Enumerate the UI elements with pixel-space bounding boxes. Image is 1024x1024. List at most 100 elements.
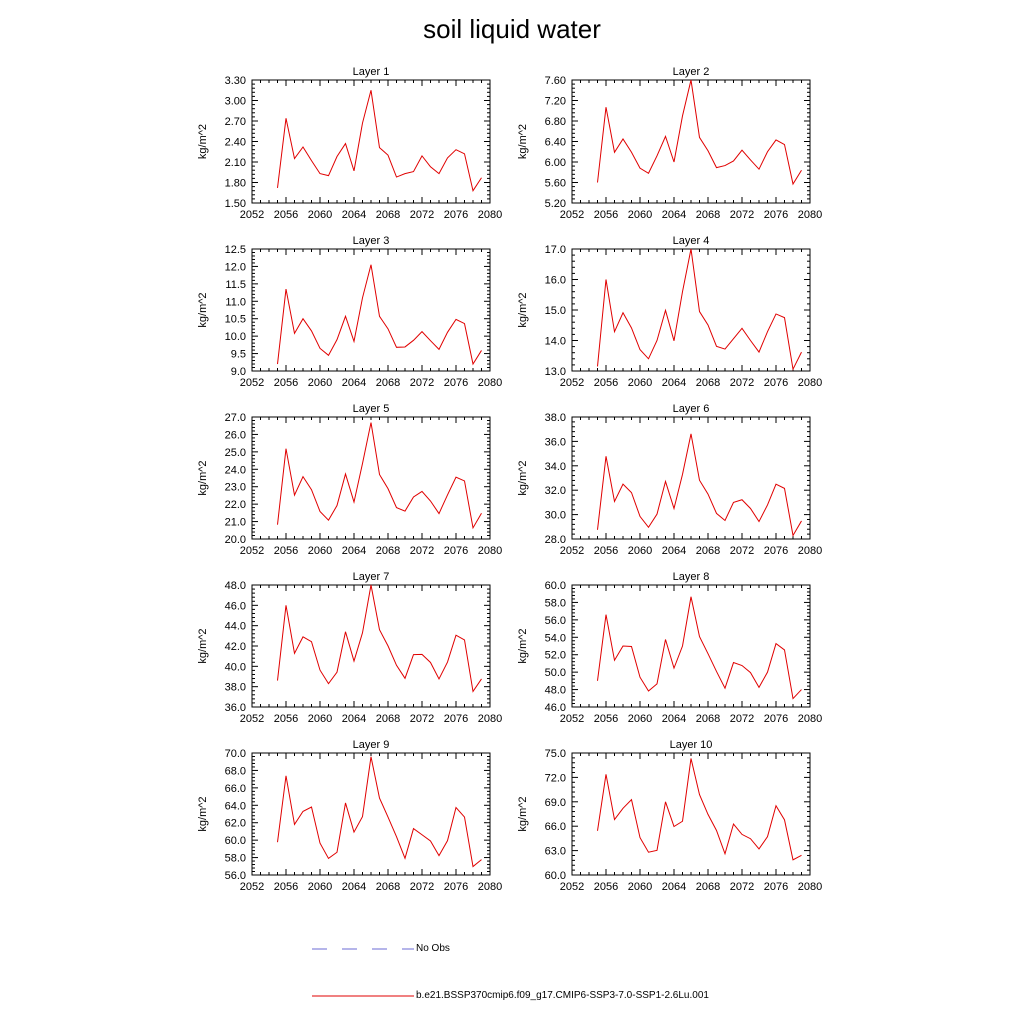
y-axis-label: kg/m^2 <box>517 628 529 663</box>
y-tick-label: 16.0 <box>545 275 566 287</box>
y-tick-label: 75.0 <box>545 748 566 760</box>
y-tick-label: 32.0 <box>545 485 566 497</box>
y-tick-label: 68.0 <box>225 765 246 777</box>
x-tick-label: 2064 <box>662 209 686 221</box>
y-tick-label: 11.5 <box>225 279 246 291</box>
plot-frame <box>571 752 811 876</box>
x-tick-label: 2080 <box>798 209 822 221</box>
x-tick-label: 2052 <box>240 713 264 725</box>
y-tick-label: 66.0 <box>225 783 246 795</box>
y-tick-label: 38.0 <box>545 412 566 424</box>
x-tick-label: 2060 <box>308 713 332 725</box>
y-tick-label: 56.0 <box>545 615 566 627</box>
y-tick-label: 21.0 <box>225 517 246 529</box>
y-axis-label: kg/m^2 <box>517 796 529 831</box>
y-tick-label: 9.5 <box>231 349 246 361</box>
panel-layer-2: 2052 2056 2060 2064 2068 2072 2076 2080 5.20 5.60… <box>517 66 822 221</box>
x-tick-label: 2068 <box>696 545 720 557</box>
series-line <box>277 422 482 530</box>
x-tick-label: 2060 <box>308 209 332 221</box>
y-axis-label: kg/m^2 <box>517 292 529 327</box>
panel-layer-3: 2052 2056 2060 2064 2068 2072 2076 2080 9.0 9.5 10… <box>197 235 502 389</box>
x-tick-label: 2072 <box>730 377 754 389</box>
y-tick-label: 40.0 <box>225 661 246 673</box>
x-tick-label: 2080 <box>478 881 502 893</box>
y-tick-label: 7.20 <box>545 96 566 108</box>
x-tick-label: 2060 <box>308 881 332 893</box>
y-axis-label: kg/m^2 <box>197 628 209 663</box>
x-tick-label: 2072 <box>410 713 434 725</box>
y-tick-label: 15.0 <box>545 305 566 317</box>
y-tick-label: 58.0 <box>225 853 246 865</box>
y-tick-label: 1.50 <box>225 198 246 210</box>
y-tick-label: 30.0 <box>545 510 566 522</box>
series-line <box>597 758 802 861</box>
series-line <box>597 248 802 371</box>
plot-frame <box>251 416 491 540</box>
y-tick-label: 2.10 <box>225 157 246 169</box>
x-tick-label: 2072 <box>730 209 754 221</box>
y-tick-label: 27.0 <box>225 412 246 424</box>
y-tick-label: 11.0 <box>225 296 246 308</box>
y-tick-label: 46.0 <box>545 702 566 714</box>
panel-title: Layer 5 <box>353 403 390 415</box>
x-tick-label: 2060 <box>628 881 652 893</box>
y-tick-label: 10.5 <box>225 314 246 326</box>
legend-markers <box>312 948 414 997</box>
y-tick-label: 9.0 <box>231 366 246 378</box>
x-tick-label: 2056 <box>594 545 618 557</box>
y-tick-label: 6.40 <box>545 137 566 149</box>
panel-layer-10: 2052 2056 2060 2064 2068 2072 2076 2080 60.0 63.0… <box>517 739 822 893</box>
x-tick-label: 2080 <box>478 545 502 557</box>
x-tick-label: 2052 <box>240 545 264 557</box>
x-tick-label: 2072 <box>730 881 754 893</box>
panel-layer-8: 2052 2056 2060 2064 2068 2072 2076 2080 46.0 48.0… <box>517 571 822 725</box>
y-tick-label: 60.0 <box>545 580 566 592</box>
x-tick-label: 2068 <box>376 713 400 725</box>
y-tick-label: 66.0 <box>545 821 566 833</box>
x-tick-label: 2080 <box>478 377 502 389</box>
y-tick-label: 63.0 <box>545 846 566 858</box>
series-line <box>597 433 802 537</box>
x-tick-label: 2080 <box>478 209 502 221</box>
x-tick-label: 2052 <box>560 713 584 725</box>
y-axis-label: kg/m^2 <box>197 292 209 327</box>
x-tick-label: 2076 <box>444 881 468 893</box>
x-tick-label: 2072 <box>730 545 754 557</box>
x-tick-label: 2072 <box>410 545 434 557</box>
y-tick-label: 26.0 <box>225 429 246 441</box>
y-tick-label: 5.20 <box>545 198 566 210</box>
x-tick-label: 2076 <box>764 713 788 725</box>
x-tick-label: 2056 <box>594 377 618 389</box>
y-axis-label: kg/m^2 <box>517 460 529 495</box>
x-tick-label: 2076 <box>764 545 788 557</box>
y-tick-label: 36.0 <box>545 436 566 448</box>
panel-title: Layer 3 <box>353 235 390 247</box>
y-tick-label: 48.0 <box>545 685 566 697</box>
x-tick-label: 2056 <box>274 545 298 557</box>
x-tick-label: 2064 <box>342 209 366 221</box>
y-tick-label: 28.0 <box>545 534 566 546</box>
panel-layer-5: 2052 2056 2060 2064 2068 2072 2076 2080 20.0 21.0… <box>197 403 502 557</box>
panel-layer-4: 2052 2056 2060 2064 2068 2072 2076 2080 13.0 14.0… <box>517 235 822 389</box>
y-tick-label: 17.0 <box>545 244 566 256</box>
y-tick-label: 44.0 <box>225 621 246 633</box>
y-axis-label: kg/m^2 <box>517 124 529 159</box>
x-tick-label: 2056 <box>274 881 298 893</box>
x-tick-label: 2080 <box>798 881 822 893</box>
x-tick-label: 2056 <box>274 377 298 389</box>
panel-title: Layer 1 <box>353 66 390 78</box>
x-tick-label: 2064 <box>342 713 366 725</box>
x-tick-label: 2072 <box>410 881 434 893</box>
panel-title: Layer 2 <box>673 66 710 78</box>
y-tick-label: 24.0 <box>225 464 246 476</box>
y-tick-label: 34.0 <box>545 461 566 473</box>
plot-frame <box>571 248 811 372</box>
x-tick-label: 2068 <box>376 377 400 389</box>
y-tick-label: 2.70 <box>225 116 246 128</box>
y-tick-label: 69.0 <box>545 797 566 809</box>
y-tick-label: 36.0 <box>225 702 246 714</box>
x-tick-label: 2064 <box>342 881 366 893</box>
page-title: soil liquid water <box>423 14 601 44</box>
